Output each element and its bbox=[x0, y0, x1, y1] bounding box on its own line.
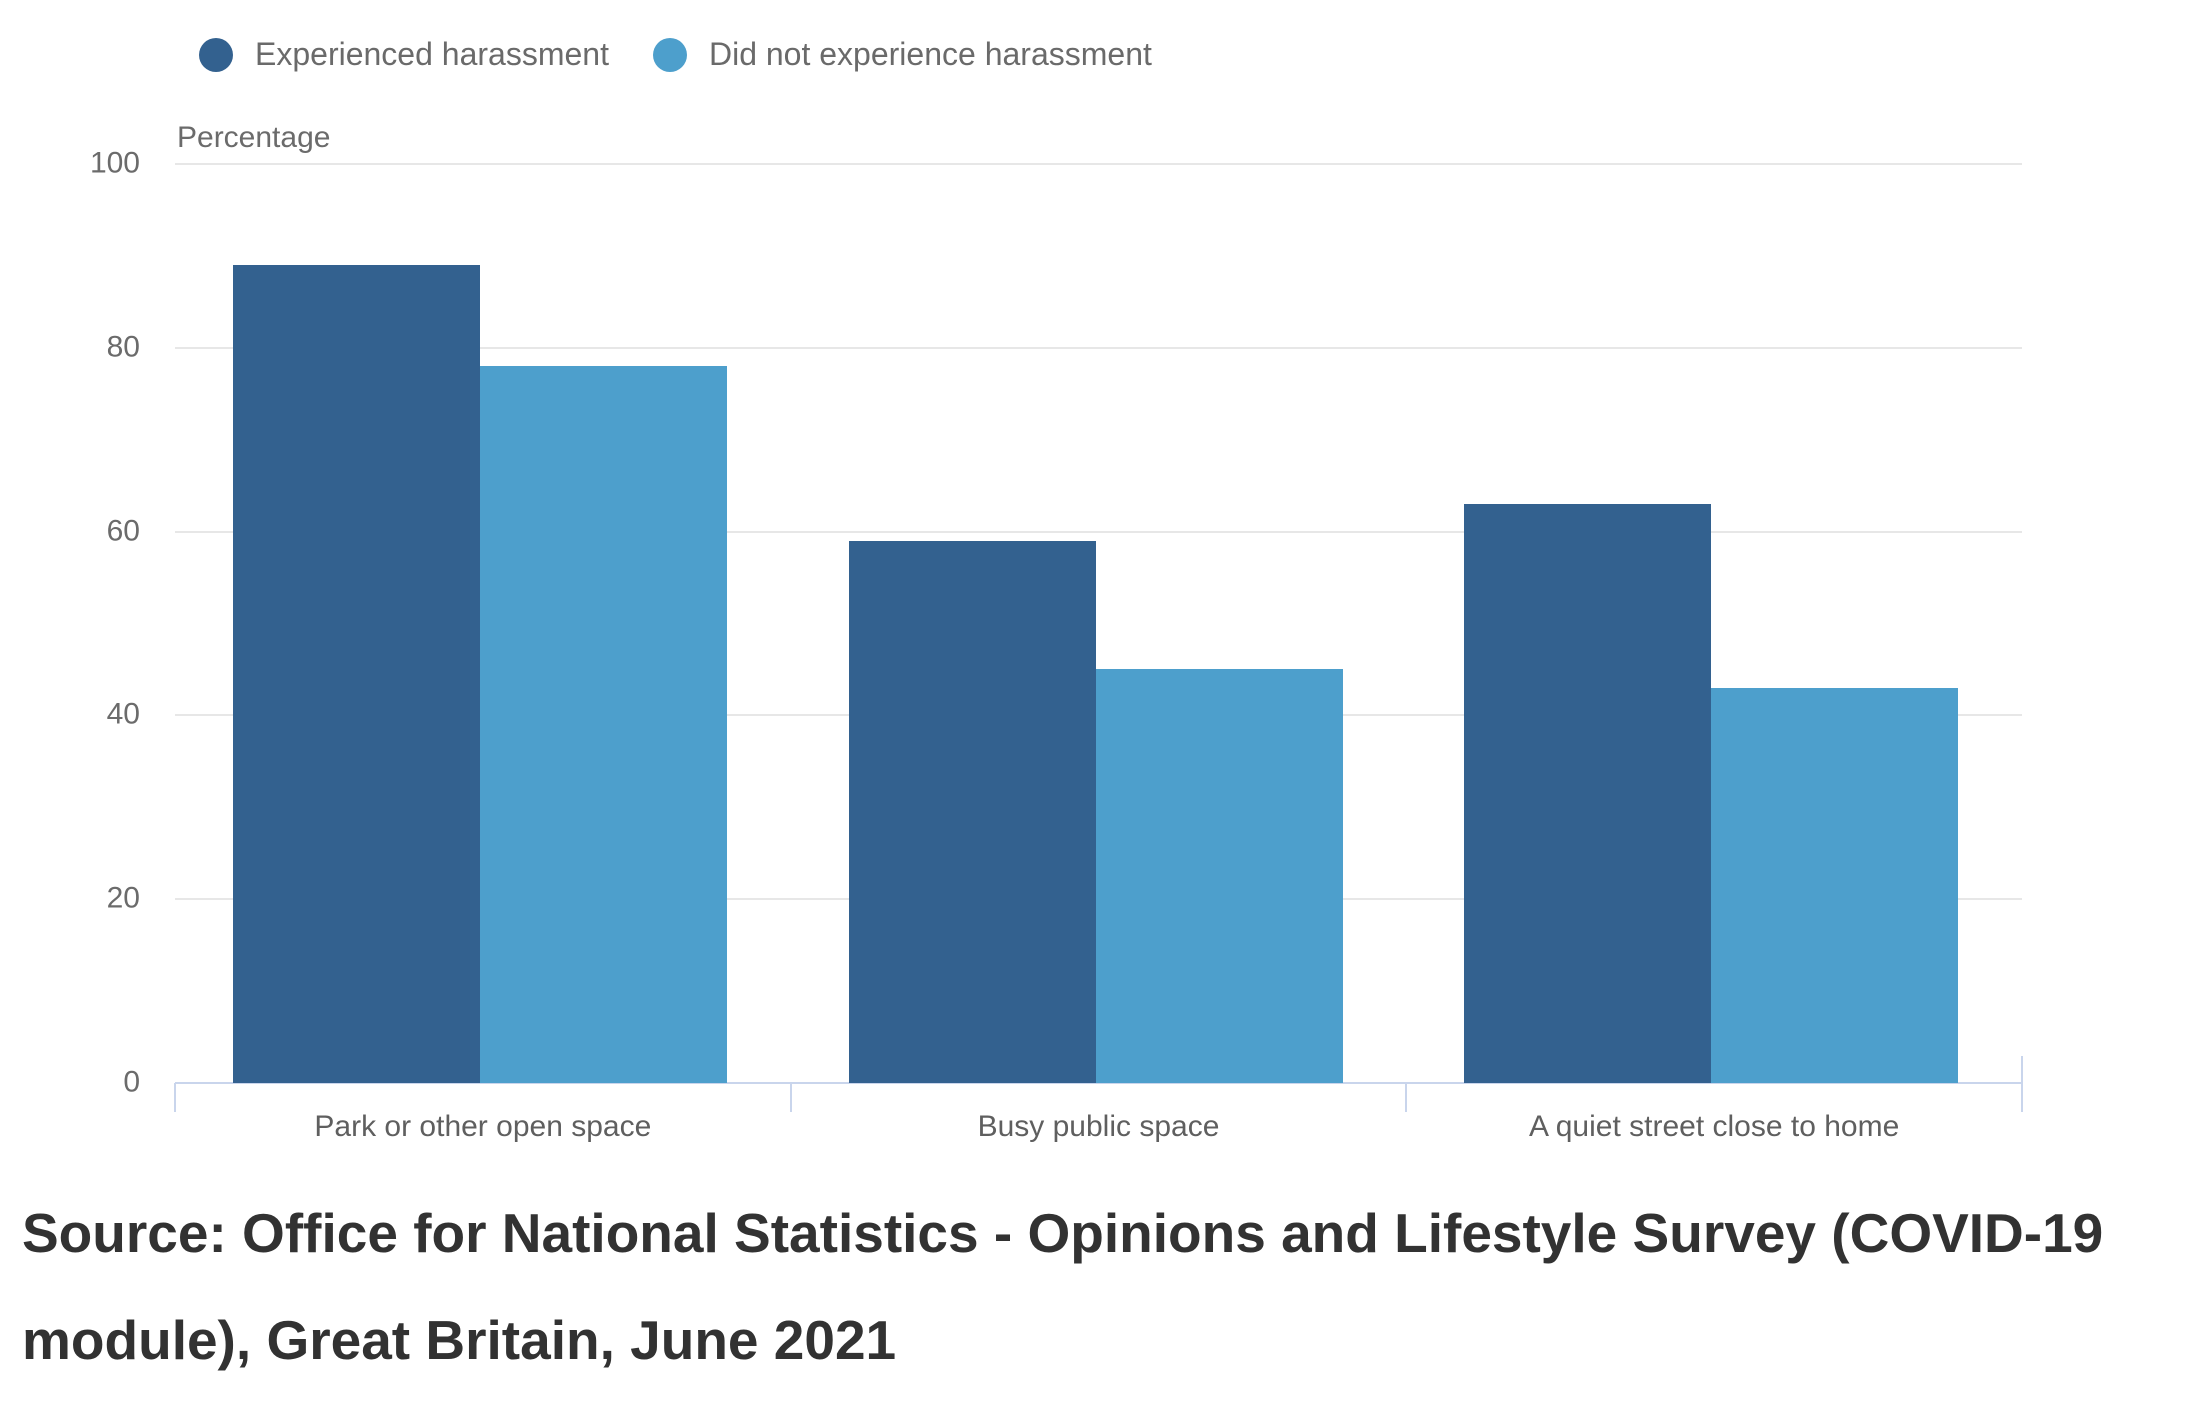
bar-did-not-experience-harassment-park-or-other-open-space[interactable] bbox=[480, 366, 727, 1083]
legend-item-did-not-experience-harassment[interactable]: Did not experience harassment bbox=[652, 36, 1152, 73]
legend-label: Did not experience harassment bbox=[708, 36, 1152, 72]
y-axis-title: Percentage bbox=[177, 121, 331, 154]
gridline bbox=[175, 530, 2022, 533]
x-axis-tick bbox=[2021, 1056, 2023, 1112]
x-axis-tick bbox=[174, 1083, 176, 1112]
y-axis-tick-label: 0 bbox=[123, 1065, 140, 1099]
y-axis-tick-label: 20 bbox=[106, 881, 140, 915]
y-axis-tick-label: 40 bbox=[106, 697, 140, 731]
bar-experienced-harassment-park-or-other-open-space[interactable] bbox=[233, 265, 480, 1083]
x-axis-line bbox=[175, 1082, 2022, 1084]
legend-item-experienced-harassment[interactable]: Experienced harassment bbox=[199, 36, 609, 73]
y-axis-tick-label: 100 bbox=[89, 146, 140, 180]
legend-swatch-light-blue-icon bbox=[652, 37, 687, 72]
bar-experienced-harassment-busy-public-space[interactable] bbox=[848, 540, 1096, 1083]
bar-did-not-experience-harassment-a-quiet-street-close-to-home[interactable] bbox=[1711, 687, 1959, 1083]
bar-experienced-harassment-a-quiet-street-close-to-home[interactable] bbox=[1464, 504, 1712, 1083]
x-axis-category-label: Busy public space bbox=[977, 1110, 1220, 1143]
legend: Experienced harassment Did not experienc… bbox=[199, 36, 1152, 73]
x-axis-category-label: Park or other open space bbox=[314, 1110, 652, 1143]
bar-did-not-experience-harassment-busy-public-space[interactable] bbox=[1095, 669, 1343, 1083]
x-axis-tick bbox=[789, 1083, 792, 1112]
gridline bbox=[175, 346, 2022, 349]
x-axis-category-label: A quiet street close to home bbox=[1529, 1110, 1900, 1143]
y-axis-tick-label: 80 bbox=[106, 330, 140, 364]
legend-label: Experienced harassment bbox=[255, 36, 609, 72]
source-caption: Source: Office for National Statistics -… bbox=[22, 1202, 2104, 1372]
x-axis-tick bbox=[1405, 1083, 1408, 1112]
y-axis-tick-label: 60 bbox=[106, 513, 140, 547]
gridline bbox=[175, 163, 2022, 165]
legend-swatch-dark-blue-icon bbox=[199, 37, 233, 72]
